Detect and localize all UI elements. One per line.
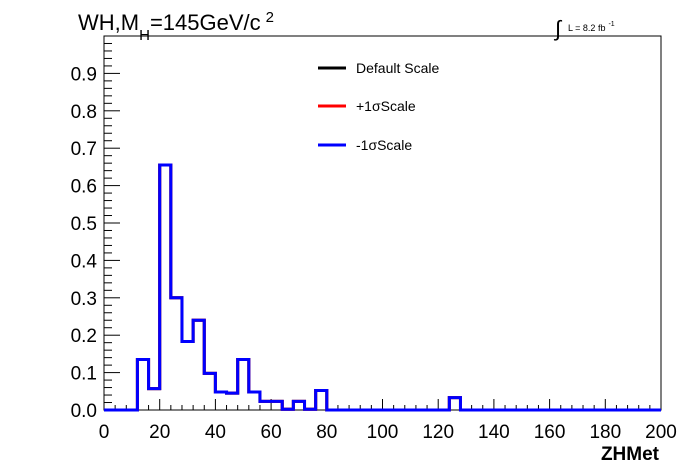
x-tick-label: 100 [367,422,399,443]
plot-frame [103,35,662,411]
x-tick-label: 200 [645,422,677,443]
series-line-2 [104,163,661,412]
y-tick-label: 0.3 [71,289,97,310]
y-tick-label: 0.5 [71,214,97,235]
x-axis: 0 20 40 60 80 100 120 140 160 180 200 [99,399,677,443]
x-tick-label: 160 [534,422,566,443]
y-tick-label: 0.1 [71,364,97,385]
x-tick-label: 40 [205,422,226,443]
title-main: WH,M [78,10,139,35]
y-tick-label: 0.6 [71,177,97,198]
legend: Default Scale +1σScale -1σScale [318,60,439,153]
x-tick-label: 140 [478,422,510,443]
integral-symbol: ∫ [553,16,563,41]
title-after: =145GeV/c [150,10,261,35]
y-tick-label: 0.9 [71,64,97,85]
series-line-1 [104,163,661,412]
legend-label: +1σScale [356,98,416,114]
x-tick-label: 80 [316,422,337,443]
y-tick-label: 0.8 [71,102,97,123]
x-axis-title: ZHMet [601,444,660,465]
legend-label: -1σScale [356,137,412,153]
y-tick-label: 0.2 [71,326,97,347]
y-axis: 0.0 0.1 0.2 0.3 0.4 0.5 0.6 0.7 0.8 0.9 [71,35,120,422]
chart-title: WH,MH=145GeV/c 2 [78,9,274,44]
x-tick-label: 60 [261,422,282,443]
y-tick-label: 0.4 [71,251,98,272]
series-line-0 [104,163,661,412]
title-subscript: H [139,27,150,44]
legend-label: Default Scale [356,60,439,76]
series-layer [104,163,661,412]
y-tick-label: 0.7 [71,139,97,160]
x-tick-label: 120 [422,422,454,443]
x-tick-label: 20 [149,422,170,443]
luminosity-label: ∫ L = 8.2 fb -1 [553,16,615,41]
x-tick-label: 0 [99,422,110,443]
lumi-text: L = 8.2 fb -1 [568,21,615,33]
y-tick-label: 0.0 [71,401,97,422]
title-superscript: 2 [266,9,274,26]
x-tick-label: 180 [589,422,621,443]
